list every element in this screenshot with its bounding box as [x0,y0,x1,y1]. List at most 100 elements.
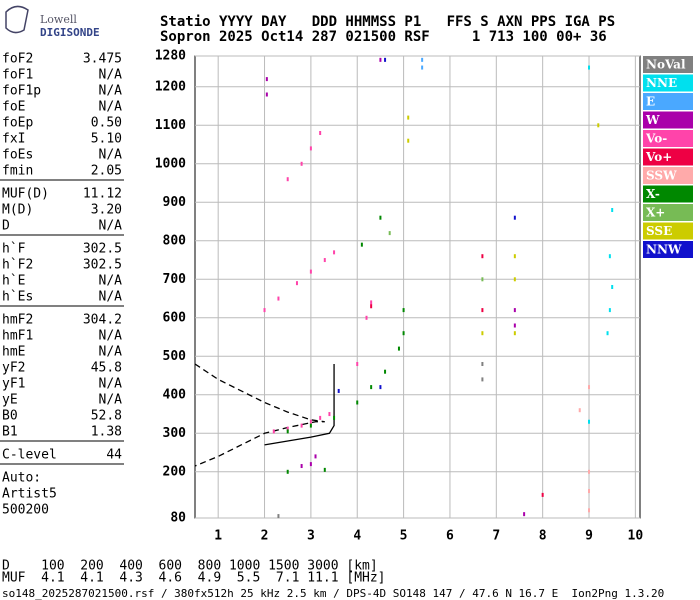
param-name: h`F2 [2,258,33,273]
legend-swatch [643,130,693,147]
x-tick-label: 4 [353,529,361,544]
param-value: 45.8 [91,361,122,376]
echo-point [286,426,289,431]
y-tick-label: 800 [163,233,187,248]
echo-point [384,369,387,374]
echo-point [323,258,326,263]
echo-point [588,65,591,70]
param-value: N/A [99,290,123,305]
param-name: yF2 [2,361,25,376]
echo-point [513,277,516,282]
bottom-row: MUF 4.1 4.1 4.3 4.6 4.9 5.5 7.1 11.1 [MH… [2,571,386,586]
legend-swatch [643,204,693,221]
param-value: N/A [99,329,123,344]
echo-point [513,323,516,328]
param-value: N/A [99,148,123,163]
param-name: foE [2,100,25,115]
echo-point [541,492,544,497]
echo-point [286,469,289,474]
legend-swatch [643,167,693,184]
y-tick-label: 700 [163,272,187,287]
legend-label: SSE [646,224,672,238]
echo-point [407,115,410,120]
echo-point [513,254,516,259]
note: Artist5 [2,487,57,502]
echo-point [300,464,303,469]
echo-point [370,385,373,390]
param-value: N/A [99,100,123,115]
x-tick-label: 2 [261,529,269,544]
note: Auto: [2,471,41,486]
param-name: hmE [2,345,25,360]
echo-point [397,346,400,351]
param-name: hmF2 [2,313,33,328]
param-value: 3.475 [83,52,122,67]
echo-point [295,281,298,286]
x-tick-label: 8 [539,529,547,544]
x-tick-label: 7 [492,529,500,544]
echo-point [356,362,359,366]
param-name: foF1p [2,84,41,99]
y-tick-label: 600 [163,310,187,325]
echo-point [370,304,373,309]
param-name: MUF(D) [2,187,49,202]
y-tick-label: 1280 [155,49,186,64]
logo-mark [5,5,29,34]
echo-point [481,331,484,336]
param-name: C-level [2,448,57,463]
param-name: B0 [2,409,18,424]
param-name: h`E [2,274,25,289]
legend-label: X+ [646,206,665,220]
echo-point [513,308,516,313]
legend-label: Vo+ [645,150,672,164]
echo-point [379,215,382,220]
echo-point [286,429,289,434]
bottom-row: D 100 200 400 600 800 1000 1500 3000 [km… [2,559,378,574]
echo-point [611,285,614,289]
echo-point [356,400,359,405]
echo-point [277,296,280,301]
echo-point [481,377,484,382]
legend-swatch [643,56,693,73]
echo-point [384,57,387,62]
param-value: 0.50 [91,116,122,131]
legend-swatch [643,241,693,258]
note: 500200 [2,503,49,518]
param-value: 2.05 [91,164,122,179]
echo-point [379,57,382,62]
param-name: B1 [2,425,18,440]
param-value: N/A [99,84,123,99]
echo-point [265,92,268,97]
echo-point [263,308,266,313]
echo-point [333,250,336,255]
param-name: M(D) [2,203,33,218]
echo-point [309,423,312,428]
x-tick-label: 10 [628,529,644,544]
y-tick-label: 80 [170,511,186,526]
param-value: N/A [99,393,123,408]
y-tick-label: 1100 [155,118,186,133]
header-line: Sopron 2025 Oct14 287 021500 RSF 1 713 1… [160,29,607,45]
echo-point [608,308,611,313]
echo-point [588,419,591,424]
echo-point [365,315,368,320]
echo-point [608,254,611,259]
param-name: h`F [2,242,26,257]
echo-point [323,467,326,472]
legend-label: Vo- [645,132,667,146]
legend-label: NNW [646,243,682,257]
param-name: foF1 [2,68,33,83]
param-value: 52.8 [91,409,122,424]
echo-point [407,138,410,143]
param-name: fmin [2,164,33,179]
x-tick-label: 6 [446,529,454,544]
param-value: 304.2 [83,313,122,328]
param-value: 5.10 [91,132,122,147]
y-tick-label: 900 [163,195,187,210]
echo-point [588,469,591,474]
echo-point [272,429,275,434]
echo-point [309,146,312,151]
echo-point [360,242,363,247]
legend-label: W [645,113,660,127]
echo-point [513,215,516,220]
